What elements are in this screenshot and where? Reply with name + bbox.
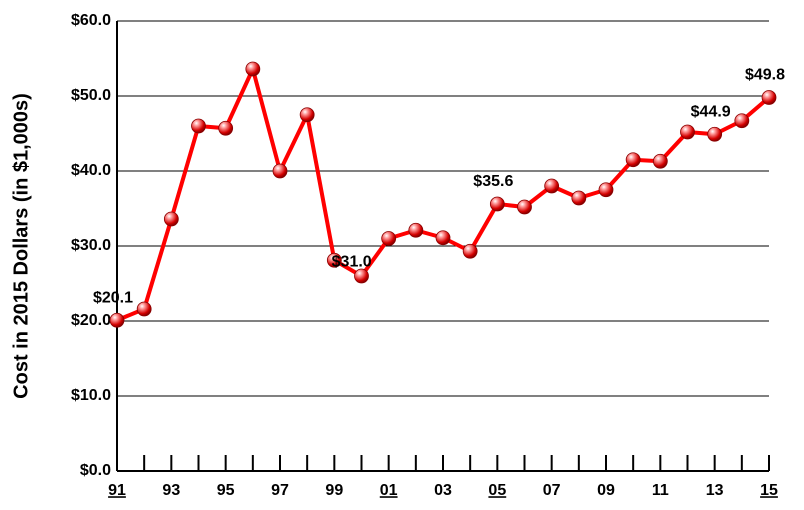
marker — [734, 113, 750, 129]
x-tick-label: 01 — [380, 482, 398, 499]
data-label: $31.0 — [332, 254, 372, 271]
y-tick-label: $50.0 — [71, 87, 111, 104]
x-tick-label: 07 — [543, 482, 561, 499]
data-label: $44.9 — [691, 103, 731, 120]
data-label: $49.8 — [745, 67, 785, 84]
marker — [598, 182, 614, 198]
x-tick-label: 13 — [706, 482, 724, 499]
data-label: $20.1 — [93, 289, 133, 306]
x-tick-label: 11 — [652, 482, 669, 499]
data-label: $35.6 — [473, 173, 513, 190]
marker — [109, 312, 125, 328]
y-tick-label: $60.0 — [71, 12, 111, 29]
marker — [136, 301, 152, 317]
y-tick-label: $30.0 — [71, 237, 111, 254]
marker — [408, 222, 424, 238]
y-tick-label: $40.0 — [71, 162, 111, 179]
marker — [354, 268, 369, 284]
marker — [707, 126, 723, 142]
x-tick-label: 09 — [597, 482, 615, 499]
marker — [299, 107, 315, 123]
y-tick-label: $10.0 — [71, 387, 111, 404]
marker — [381, 231, 397, 246]
x-tick-label: 95 — [217, 482, 235, 499]
marker — [191, 118, 206, 134]
series-line — [116, 67, 771, 323]
x-tick-label: 99 — [325, 482, 343, 499]
x-tick-label: 03 — [434, 482, 452, 499]
x-tick-label: 05 — [488, 482, 506, 499]
marker — [625, 152, 641, 168]
x-tick-label: 97 — [271, 482, 289, 499]
marker — [435, 230, 451, 246]
marker — [544, 178, 560, 194]
y-tick-label: $20.0 — [71, 312, 111, 329]
marker — [761, 90, 777, 105]
marker — [517, 199, 532, 215]
y-tick-label: $0.0 — [80, 462, 111, 479]
marker — [680, 124, 695, 140]
y-axis-label: Cost in 2015 Dollars (in $1,000s) — [10, 93, 32, 399]
marker — [326, 252, 342, 268]
x-tick-label: 93 — [162, 482, 180, 499]
marker — [462, 243, 478, 259]
x-tick-label: 15 — [760, 482, 778, 499]
marker — [272, 163, 288, 179]
marker — [245, 61, 261, 77]
marker — [163, 211, 179, 227]
marker — [489, 196, 505, 212]
marker — [571, 190, 587, 206]
marker — [218, 120, 234, 136]
x-tick-label: 91 — [108, 482, 126, 499]
marker — [652, 153, 668, 169]
